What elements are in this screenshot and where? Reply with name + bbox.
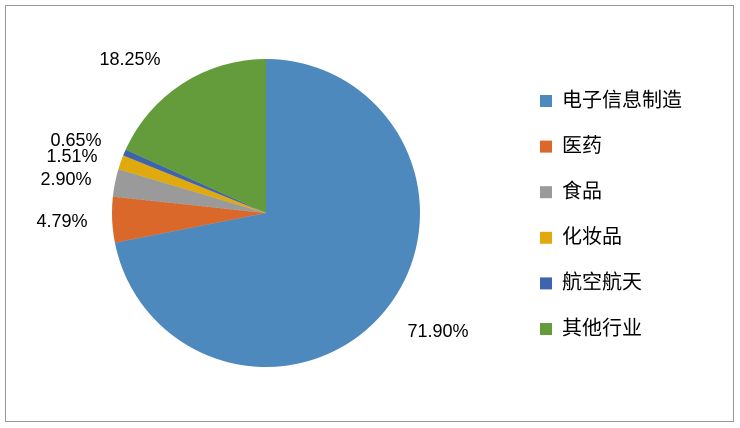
legend-swatch bbox=[540, 231, 552, 244]
legend-swatch bbox=[540, 323, 552, 335]
data-label: 2.90% bbox=[40, 169, 91, 189]
pie-slice bbox=[118, 155, 266, 213]
data-label: 18.25% bbox=[99, 49, 160, 69]
legend-swatch bbox=[540, 95, 552, 107]
data-label: 0.65% bbox=[50, 130, 101, 150]
pie-slice bbox=[111, 196, 266, 243]
data-label: 71.90% bbox=[407, 321, 468, 341]
pie-slice bbox=[112, 169, 266, 213]
legend-label: 电子信息制造 bbox=[562, 88, 682, 111]
pie-slice bbox=[123, 149, 266, 213]
pie-slice bbox=[114, 59, 421, 367]
legend-swatch bbox=[540, 277, 552, 290]
legend-label: 食品 bbox=[562, 179, 602, 202]
data-label: 4.79% bbox=[36, 211, 87, 231]
data-label: 1.51% bbox=[46, 146, 97, 166]
legend-label: 医药 bbox=[562, 134, 602, 157]
pie-slice bbox=[125, 59, 267, 213]
legend-label: 航空航天 bbox=[562, 271, 642, 294]
legend-swatch bbox=[540, 140, 552, 153]
legend-label: 其他行业 bbox=[562, 316, 642, 339]
legend-swatch bbox=[540, 186, 552, 199]
legend-label: 化妆品 bbox=[562, 225, 622, 248]
